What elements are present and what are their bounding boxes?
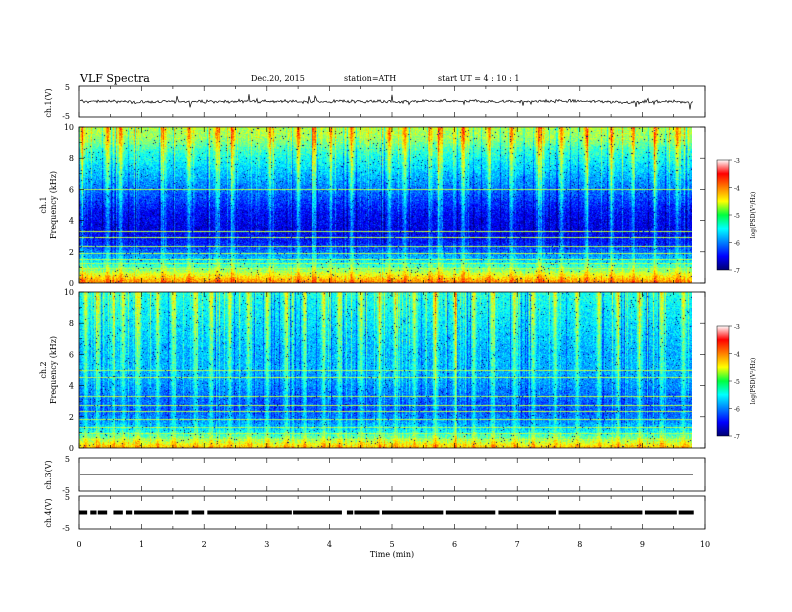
y-tick-label: 2 xyxy=(69,248,74,257)
x-tick-label: 1 xyxy=(139,540,144,549)
x-tick-label: 3 xyxy=(264,540,269,549)
ch4-signal-segment xyxy=(174,510,189,515)
x-tick-label: 5 xyxy=(389,540,394,549)
colorbar-tick-label: -4 xyxy=(734,186,740,193)
y-tick-label: 6 xyxy=(69,185,74,194)
ch1-waveform-ylabel: ch.1(V) xyxy=(44,88,53,117)
figure-title: VLF Spectra xyxy=(80,72,150,85)
y-tick-label: 0 xyxy=(69,279,74,288)
ch1-spec-ylabel-frequency: Frequency (kHz) xyxy=(49,171,58,239)
ch1-spectrogram-panel: 0 2 4 6 8 10 ch.1 Frequency (kHz) -3 -4 -5 -6 -7 l… xyxy=(39,123,757,288)
station-label: station=ATH xyxy=(344,74,397,83)
colorbar-tick-label: -7 xyxy=(734,268,740,275)
ch4-signal-segment xyxy=(293,510,342,515)
ch3-waveform-panel: 5 -5 ch.3(V) xyxy=(44,455,706,495)
ch4-signal-segment xyxy=(207,510,292,515)
ch1-spec-ylabel-channel: ch.1 xyxy=(39,196,48,213)
ch1-spec-yticks: 0 2 4 6 8 10 xyxy=(64,123,705,288)
colorbar-tick-label: -4 xyxy=(734,352,740,359)
ch4-waveform-ylabel: ch.4(V) xyxy=(44,498,53,527)
ch4-signal-segment xyxy=(346,510,354,515)
colorbar-tick-label: -5 xyxy=(734,379,740,386)
ch2-spec-yticks: 0 2 4 6 8 10 xyxy=(64,288,705,453)
ch4-signal-segment xyxy=(134,510,173,515)
ch4-signal-segment xyxy=(678,510,694,515)
ch4-signal-segment xyxy=(90,510,97,515)
colorbar-label: log(PSD(V²/Hz) xyxy=(750,192,757,239)
x-tick-label: 9 xyxy=(640,540,645,549)
ch1-waveform-panel: 5 -5 ch.1(V) xyxy=(44,83,706,121)
colorbar-tick-label: -3 xyxy=(734,324,740,331)
y-tick-label: 10 xyxy=(64,288,74,297)
ch4-signal-segment xyxy=(498,510,557,515)
ch3-ytick-top: 5 xyxy=(65,455,70,464)
time-axis-label: Time (min) xyxy=(370,550,414,559)
y-tick-label: 8 xyxy=(69,154,74,163)
ch1-ytick-top: 5 xyxy=(65,83,70,92)
ch4-ytick-top: 5 xyxy=(65,493,70,502)
ch2-spectrogram-heatmap xyxy=(79,292,692,448)
colorbar-label: log(PSD(V²/Hz) xyxy=(750,358,757,405)
x-tick-label: 10 xyxy=(700,540,710,549)
ch3-waveform-ylabel: ch.3(V) xyxy=(44,460,53,489)
ch4-ytick-bottom: -5 xyxy=(62,524,70,533)
colorbar-tick-label: -6 xyxy=(734,407,740,414)
x-tick-label: 0 xyxy=(76,540,81,549)
x-tick-label: 8 xyxy=(577,540,582,549)
ch4-waveform-panel: 5 -5 ch.4(V) xyxy=(44,493,706,533)
x-tick-label: 4 xyxy=(327,540,332,549)
date-label: Dec.20, 2015 xyxy=(251,74,305,83)
y-tick-label: 4 xyxy=(69,217,74,226)
x-tick-label: 7 xyxy=(515,540,520,549)
ch2-spec-ylabel-frequency: Frequency (kHz) xyxy=(49,336,58,404)
y-tick-label: 8 xyxy=(69,319,74,328)
ch4-signal-segment xyxy=(79,510,88,515)
x-tick-label: 6 xyxy=(452,540,457,549)
ch4-waveform-band xyxy=(79,510,694,515)
colorbar-tick-label: -3 xyxy=(734,158,740,165)
colorbar-tick-label: -6 xyxy=(734,241,740,248)
ch1-colorbar: -3 -4 -5 -6 -7 log(PSD(V²/Hz) xyxy=(716,158,757,275)
ch1-spectrogram-heatmap xyxy=(79,127,692,283)
colorbar-tick-label: -5 xyxy=(734,213,740,220)
colorbar-tick-label: -7 xyxy=(734,434,740,441)
time-axis: 0 1 2 3 4 5 6 7 8 9 10 xyxy=(76,540,710,549)
y-tick-label: 6 xyxy=(69,350,74,359)
ch2-spec-ylabel-channel: ch.2 xyxy=(39,361,48,378)
y-tick-label: 10 xyxy=(64,123,74,132)
ch2-colorbar: -3 -4 -5 -6 -7 log(PSD(V²/Hz) xyxy=(716,324,757,441)
ch4-signal-segment xyxy=(644,510,677,515)
ch2-spectrogram-panel: 0 2 4 6 8 10 ch.2 Frequency (kHz) -3 -4 -5 -6 -7 l… xyxy=(39,288,757,453)
ch3-ytick-bottom: -5 xyxy=(62,486,70,495)
x-tick-label: 2 xyxy=(202,540,207,549)
ch4-signal-segment xyxy=(125,510,133,515)
ch4-signal-segment xyxy=(113,510,123,515)
start-time-label: start UT = 4 : 10 : 1 xyxy=(438,74,520,83)
ch4-signal-segment xyxy=(381,510,444,515)
ch4-signal-segment xyxy=(558,510,643,515)
ch4-signal-segment xyxy=(97,510,108,515)
y-tick-label: 4 xyxy=(69,382,74,391)
ch1-ytick-bottom: -5 xyxy=(62,112,70,121)
ch4-signal-segment xyxy=(445,510,496,515)
ch4-signal-segment xyxy=(354,510,380,515)
y-tick-label: 2 xyxy=(69,413,74,422)
ch4-signal-segment xyxy=(191,510,205,515)
y-tick-label: 0 xyxy=(69,444,74,453)
ch1-waveform-line xyxy=(79,94,694,110)
